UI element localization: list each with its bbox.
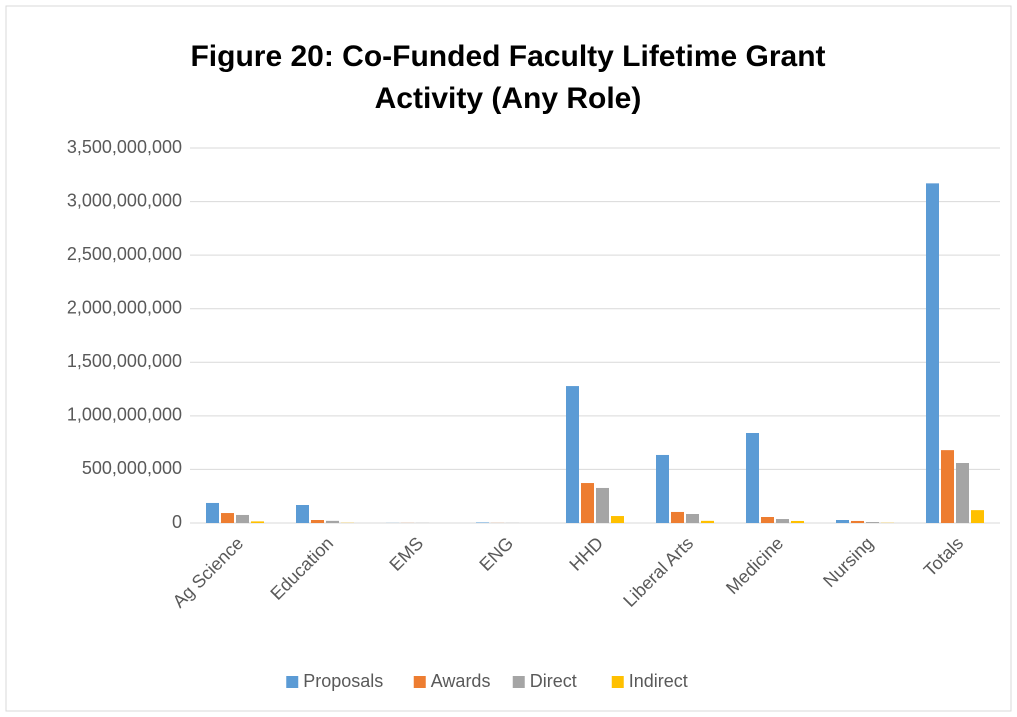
legend-label: Awards bbox=[431, 671, 491, 691]
bar bbox=[761, 517, 774, 523]
bar bbox=[611, 516, 624, 523]
bar bbox=[776, 519, 789, 523]
bar bbox=[326, 520, 339, 523]
legend-swatch bbox=[413, 676, 426, 688]
chart-title: Figure 20: Co-Funded Faculty Lifetime Gr… bbox=[190, 40, 825, 73]
bar bbox=[311, 520, 324, 523]
legend-label: Proposals bbox=[303, 671, 383, 691]
bar bbox=[596, 487, 609, 523]
bar bbox=[941, 450, 954, 523]
bar bbox=[866, 522, 879, 523]
bar bbox=[581, 483, 594, 523]
legend-label: Direct bbox=[530, 671, 577, 691]
bar bbox=[251, 521, 264, 523]
bar bbox=[851, 520, 864, 523]
bar bbox=[836, 520, 849, 523]
bar bbox=[656, 454, 669, 523]
y-tick-label: 3,000,000,000 bbox=[67, 190, 182, 210]
chart-border bbox=[5, 5, 1012, 712]
bar bbox=[791, 520, 804, 523]
legend-swatch bbox=[286, 676, 299, 688]
bar bbox=[566, 386, 579, 523]
bar bbox=[746, 433, 759, 523]
legend-label: Indirect bbox=[629, 671, 688, 691]
y-tick-label: 0 bbox=[172, 512, 182, 532]
bar bbox=[956, 463, 969, 523]
bar bbox=[476, 522, 489, 523]
bar bbox=[926, 183, 939, 523]
y-tick-label: 2,500,000,000 bbox=[67, 244, 182, 264]
bar bbox=[296, 505, 309, 523]
y-tick-label: 3,500,000,000 bbox=[67, 137, 182, 157]
legend-swatch bbox=[512, 676, 525, 688]
bar bbox=[971, 510, 984, 523]
y-tick-label: 500,000,000 bbox=[82, 458, 182, 478]
y-tick-label: 1,500,000,000 bbox=[67, 351, 182, 371]
bar bbox=[686, 514, 699, 523]
chart-title: Activity (Any Role) bbox=[375, 82, 642, 115]
legend-swatch bbox=[611, 676, 624, 688]
y-tick-label: 2,000,000,000 bbox=[67, 297, 182, 317]
bar bbox=[701, 520, 714, 523]
bar bbox=[221, 513, 234, 523]
bar bbox=[236, 514, 249, 523]
y-tick-label: 1,000,000,000 bbox=[67, 405, 182, 425]
bar bbox=[206, 502, 219, 523]
bar bbox=[671, 511, 684, 523]
